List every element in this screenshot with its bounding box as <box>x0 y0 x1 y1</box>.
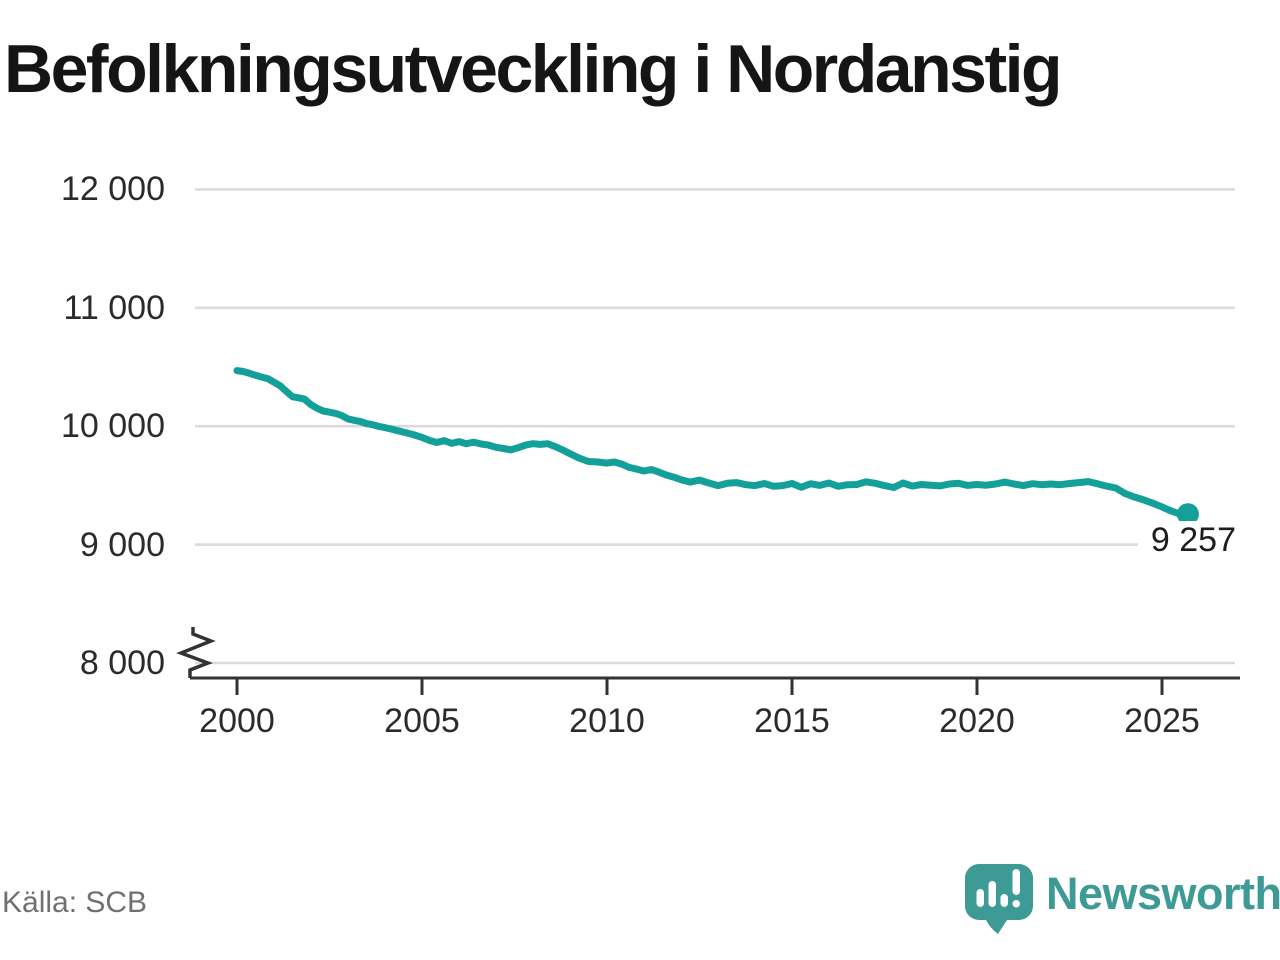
y-axis-break-icon <box>176 627 216 678</box>
x-tick-label: 2025 <box>1124 702 1200 740</box>
data-series-line <box>233 367 1199 526</box>
gridlines <box>195 188 1235 665</box>
last-value-label: 9 257 <box>1138 521 1238 559</box>
x-tick-label: 2005 <box>384 702 460 740</box>
y-tick-label: 10 000 <box>61 407 165 446</box>
y-tick-label: 9 000 <box>79 525 165 564</box>
source-note: Källa: SCB <box>2 886 148 919</box>
y-tick-label: 11 000 <box>63 288 165 327</box>
y-tick-label: 8 000 <box>79 644 165 682</box>
x-tick-label: 2015 <box>754 702 830 740</box>
chart-title: Befolkningsutveckling i Nordanstig <box>4 31 1063 107</box>
x-axis <box>190 676 1240 695</box>
newsworthy-logo-icon <box>965 864 1033 934</box>
x-tick-label: 2020 <box>939 702 1015 740</box>
series-Befolkning <box>233 367 1192 519</box>
x-tick-label: 2010 <box>569 702 645 740</box>
y-tick-label: 12 000 <box>61 170 165 209</box>
newsworthy-brand: Newsworthy <box>962 860 1280 940</box>
brand-name: Newsworthy <box>1046 868 1280 919</box>
x-tick-label: 2000 <box>199 702 275 740</box>
end-point-dot <box>1176 503 1199 526</box>
